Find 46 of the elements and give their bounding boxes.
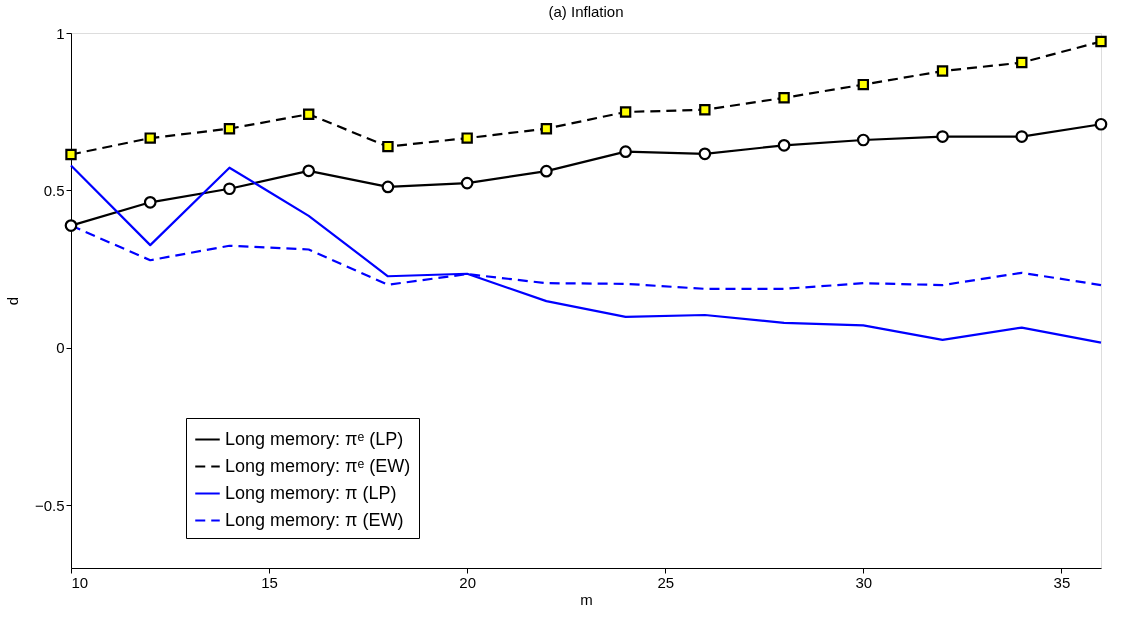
point: [1016, 56, 1028, 69]
point: [65, 148, 77, 161]
point: [1095, 35, 1107, 48]
x-tick-label: 20: [459, 573, 476, 591]
point: [936, 65, 949, 77]
point: [857, 78, 870, 91]
point: [1015, 130, 1029, 143]
point: [382, 140, 394, 153]
legend-label: Long memory: πᵉ (LP): [225, 428, 404, 449]
legend-label: Long memory: π (LP): [225, 482, 397, 503]
point: [540, 164, 553, 178]
y-tick-label: 0.5: [43, 181, 65, 199]
point: [223, 122, 236, 135]
x-tick-label: 25: [657, 573, 675, 591]
line-series: [69, 164, 1103, 344]
point: [856, 133, 870, 147]
point: [381, 180, 395, 194]
point: [698, 147, 712, 161]
legend-label: Long memory: πᵉ (EW): [225, 455, 411, 476]
point: [699, 104, 711, 116]
x-tick-label: 15: [261, 573, 278, 591]
chart-title: (a) Inflation: [548, 3, 624, 20]
point: [223, 182, 236, 196]
x-tick-label: 35: [1053, 573, 1071, 591]
point: [144, 132, 156, 144]
point: [1094, 117, 1108, 131]
y-tick-label: 0: [56, 339, 65, 357]
point: [619, 106, 632, 118]
point: [461, 132, 473, 144]
point: [777, 139, 791, 152]
point: [143, 195, 157, 209]
x-tick-label: 30: [855, 573, 873, 591]
y-axis-title: d: [3, 296, 21, 306]
point: [460, 176, 474, 190]
x-axis-title: m: [580, 590, 593, 608]
point: [540, 122, 553, 135]
point: [302, 108, 315, 120]
y-tick-label: 1: [56, 24, 65, 42]
y-tick-label: −0.5: [34, 496, 65, 514]
legend-label: Long memory: π (EW): [225, 509, 404, 530]
x-tick-label: 10: [71, 573, 89, 591]
point: [778, 92, 790, 104]
point: [619, 145, 632, 158]
point: [936, 130, 949, 143]
point: [302, 164, 316, 178]
point: [64, 219, 78, 232]
